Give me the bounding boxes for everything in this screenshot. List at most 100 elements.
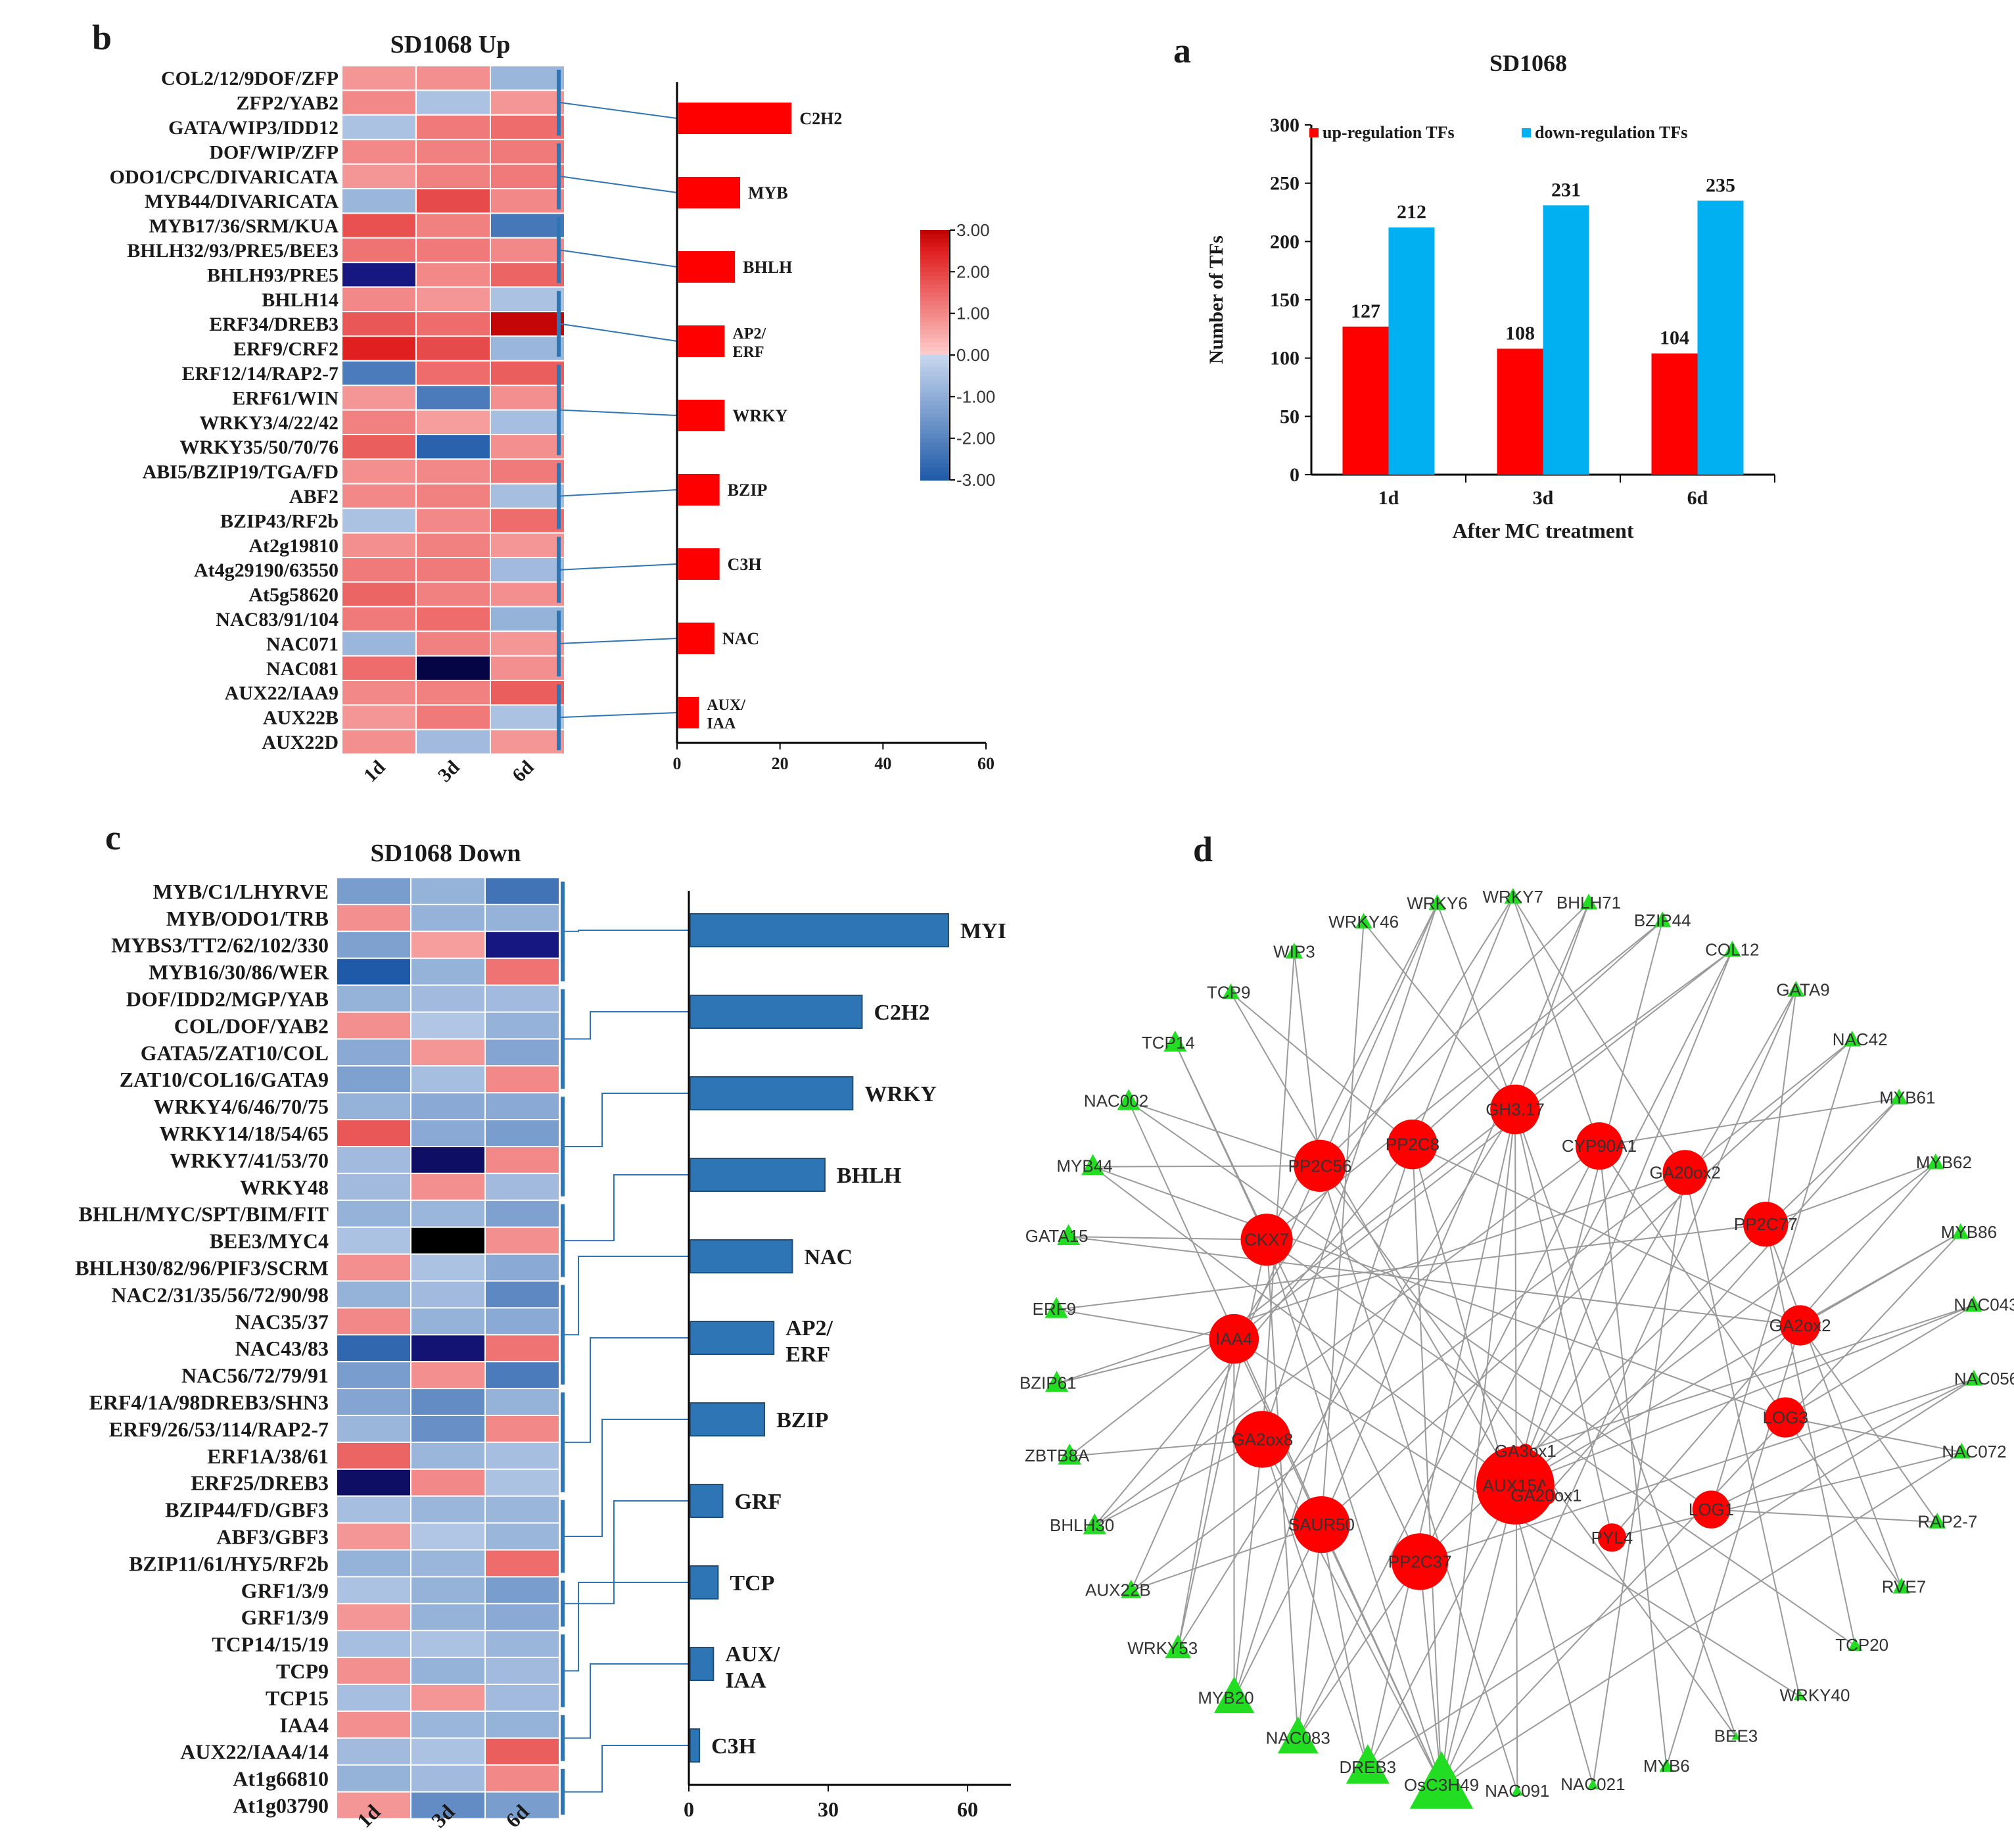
barchart-a-data-label: 127 — [1351, 300, 1380, 322]
heatmap-cell — [490, 728, 565, 755]
heatmap-cell — [336, 1630, 411, 1659]
barchart-c-bar — [690, 1076, 854, 1110]
heatmap-column-label: 3d — [434, 756, 464, 786]
heatmap-row-label: NAC43/83 — [235, 1337, 329, 1360]
network-edge — [1233, 1439, 1263, 1699]
heatmap-cell — [336, 1468, 411, 1497]
network-edge — [1441, 1485, 1516, 1786]
heatmap-cell — [415, 409, 491, 435]
barchart-a-bar — [1651, 353, 1698, 475]
barchart-a-x-axis-label: After MC treatment — [1452, 519, 1633, 542]
barchart-b-bar-label: BHLH — [743, 258, 792, 277]
heatmap-cell — [484, 1468, 560, 1497]
heatmap-row-label: MYB/C1/LHYRVE — [153, 880, 329, 903]
barchart-a-legend-label: down-regulation TFs — [1535, 123, 1687, 142]
color-scale-segment — [920, 250, 950, 256]
color-scale-segment — [920, 325, 950, 331]
heatmap-row-label: COL/DOF/YAB2 — [174, 1014, 329, 1037]
network-node-hormone-gene — [1391, 1533, 1449, 1590]
network-edge — [1514, 1162, 1936, 1486]
network-edge — [1765, 1223, 1856, 1646]
heatmap-cell — [336, 1495, 411, 1524]
network-node-transcription-factor — [1058, 1443, 1081, 1465]
network-edge — [1514, 903, 1589, 1110]
network-node-label: MYB86 — [1941, 1222, 1997, 1242]
heatmap-c-connector — [565, 1174, 689, 1242]
color-scale-segment — [920, 413, 950, 418]
heatmap-c-connector — [565, 1582, 689, 1672]
network-node-label: NAC42 — [1833, 1030, 1888, 1049]
heatmap-cell — [484, 1495, 560, 1524]
heatmap-cell — [415, 385, 491, 411]
heatmap-cell — [484, 1226, 560, 1255]
heatmap-b-connector — [560, 409, 678, 416]
network-edge — [1765, 1223, 1902, 1588]
heatmap-cell — [484, 1334, 560, 1363]
heatmap-cell — [410, 1065, 486, 1094]
heatmap-row-label: NAC56/72/79/91 — [181, 1363, 329, 1387]
heatmap-cell — [484, 984, 560, 1013]
network-edge — [1514, 920, 1664, 1486]
heatmap-row-label: WRKY3/4/22/42 — [199, 412, 339, 434]
network-edge — [1056, 1172, 1686, 1385]
barchart-c-bar — [690, 1239, 793, 1273]
heatmap-cell — [336, 1307, 411, 1336]
network-edge — [1233, 1524, 1323, 1699]
heatmap-cell — [410, 1522, 486, 1551]
heatmap-cell — [490, 286, 565, 313]
color-scale-tick-label: 3.00 — [956, 220, 990, 240]
heatmap-cell — [415, 581, 491, 607]
network-node-transcription-factor — [1121, 1579, 1142, 1598]
heatmap-cell — [484, 1549, 560, 1578]
heatmap-cell — [341, 360, 417, 387]
network-edge — [1512, 897, 1600, 1147]
barchart-b-bar-label: IAA — [707, 715, 736, 732]
color-scale-segment — [920, 421, 950, 427]
network-node-label: CKX7 — [1244, 1230, 1289, 1250]
color-scale-segment — [920, 455, 950, 460]
network-node-transcription-factor — [1927, 1153, 1944, 1170]
heatmap-cell — [484, 1764, 560, 1793]
heatmap-row-label: ZFP2/YAB2 — [236, 93, 339, 114]
heatmap-cell — [410, 1764, 486, 1793]
barchart-c-bar-label: ERF — [785, 1342, 830, 1367]
heatmap-row-label: MYBS3/TT2/62/102/330 — [111, 934, 329, 957]
barchart-a-data-label: 231 — [1551, 179, 1581, 201]
heatmap-cell — [484, 1361, 560, 1390]
network-node-label: RVE7 — [1882, 1576, 1926, 1596]
barchart-a-legend-swatch — [1522, 128, 1531, 137]
network-node-transcription-factor — [1952, 1223, 1969, 1239]
network-node-hormone-gene — [1234, 1411, 1291, 1468]
heatmap-cell — [336, 1334, 411, 1363]
barchart-a-y-tick-label: 200 — [1270, 231, 1300, 252]
color-scale-segment — [920, 338, 950, 343]
color-scale-segment — [920, 430, 950, 435]
barchart-a-x-tick-label: 1d — [1378, 487, 1399, 509]
network-edge — [1128, 1101, 1712, 1511]
network-node-label: IAA4 — [1215, 1329, 1252, 1349]
network-edge — [1094, 1438, 1263, 1527]
network-node-label: WIP3 — [1273, 941, 1315, 961]
heatmap-cell — [410, 1684, 486, 1712]
heatmap-b-connector — [560, 489, 678, 497]
heatmap-cell — [341, 434, 417, 460]
heatmap-cell — [415, 262, 491, 288]
network-node-transcription-factor — [1511, 1785, 1524, 1796]
color-scale-segment — [920, 434, 950, 439]
network-edge — [1419, 1379, 1975, 1563]
heatmap-row-label: ERF61/WIN — [232, 387, 339, 409]
heatmap-cell — [341, 89, 417, 116]
heatmap-cell — [341, 532, 417, 558]
network-edge — [1441, 1452, 1962, 1787]
heatmap-cell — [336, 957, 411, 986]
heatmap-cell — [341, 385, 417, 411]
barchart-c-bar-label: C2H2 — [874, 1001, 929, 1025]
heatmap-row-label: DOF/WIP/ZFP — [209, 141, 339, 163]
network-edge — [1068, 1236, 1267, 1241]
network-node-label: NAC056 — [1954, 1369, 2014, 1388]
heatmap-cell — [341, 728, 417, 755]
heatmap-cell — [336, 1603, 411, 1632]
network-edge — [1412, 1143, 1801, 1326]
network-node-transcription-factor — [1213, 1676, 1255, 1713]
network-node-label: WRKY6 — [1407, 893, 1467, 913]
